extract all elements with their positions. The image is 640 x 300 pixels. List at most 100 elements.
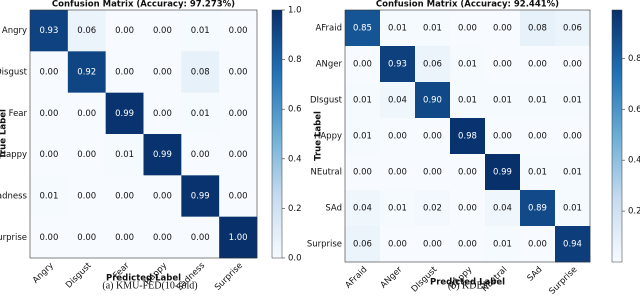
cell-label: 0.89 (528, 204, 547, 214)
cell-label: 0.00 (153, 192, 172, 202)
y-tick-label: HAppy (314, 132, 342, 142)
cell (30, 51, 69, 93)
cell-label: 0.00 (528, 240, 547, 250)
cell (485, 154, 521, 191)
colorbar-tick-label: 0.0 (288, 254, 302, 264)
cell (380, 46, 416, 83)
cell-label: 0.01 (563, 96, 582, 106)
cell (485, 118, 521, 155)
cell-label: 0.00 (115, 68, 134, 78)
cell (67, 134, 106, 176)
chart-title: Confusion Matrix (Accuracy: 97.273%) (52, 0, 235, 10)
y-axis-label: True Label (314, 111, 324, 161)
cell (415, 226, 451, 263)
cell (555, 154, 591, 191)
y-tick-label: Sadness (0, 192, 28, 202)
cell (555, 82, 591, 119)
cell (30, 175, 69, 217)
cell (380, 118, 416, 155)
cell (520, 46, 556, 83)
cell-label: 0.00 (458, 24, 477, 34)
y-tick-label: Angry (2, 26, 27, 36)
x-tick-label: Surprise (547, 265, 579, 296)
cell-label: 0.00 (229, 26, 248, 36)
cell-label: 0.01 (493, 240, 512, 250)
cell-label: 0.99 (191, 192, 210, 202)
cell-label: 0.00 (388, 132, 407, 142)
cell-label: 0.99 (115, 109, 134, 119)
cell-label: 0.00 (563, 60, 582, 70)
cell (219, 10, 258, 52)
cell-label: 0.00 (229, 192, 248, 202)
cell (415, 46, 451, 83)
cell (520, 10, 556, 47)
cell-label: 0.00 (493, 24, 512, 34)
y-tick-label: Surprise (0, 233, 27, 243)
cell-label: 0.00 (153, 109, 172, 119)
cell-label: 0.01 (191, 109, 210, 119)
colorbar-tick-label: 0.4 (288, 154, 302, 164)
cell-label: 0.01 (353, 96, 372, 106)
cell-label: 0.00 (153, 233, 172, 243)
cell-label: 0.85 (353, 24, 372, 34)
cell-label: 0.00 (77, 192, 96, 202)
cell (450, 82, 486, 119)
cell-label: 0.01 (39, 192, 58, 202)
cell (181, 216, 220, 259)
cell (30, 134, 69, 176)
cell-label: 1.00 (229, 233, 248, 243)
y-tick-label: ANger (316, 60, 343, 70)
cell (415, 154, 451, 191)
cell (67, 10, 106, 52)
plot-frame (344, 9, 591, 263)
cell-label: 0.00 (39, 109, 58, 119)
cell (219, 92, 258, 135)
cell (485, 10, 521, 47)
cell (415, 118, 451, 155)
cell (345, 118, 381, 155)
cell (520, 118, 556, 155)
cell (181, 92, 220, 135)
cell (415, 190, 451, 227)
cell-label: 0.01 (423, 24, 442, 34)
cell (219, 216, 258, 259)
cell-label: 0.06 (423, 60, 442, 70)
cell (105, 10, 144, 52)
colorbar-tick-label: 0.8 (628, 54, 640, 64)
cell (219, 51, 258, 93)
cell-label: 0.01 (353, 132, 372, 142)
cell-label: 0.99 (493, 168, 512, 178)
cell-label: 0.99 (153, 150, 172, 160)
cell-label: 0.01 (493, 96, 512, 106)
cell (345, 46, 381, 83)
cell-label: 0.01 (528, 168, 547, 178)
cell-label: 0.00 (115, 192, 134, 202)
cell (485, 226, 521, 263)
cell (415, 10, 451, 47)
cell (181, 134, 220, 176)
cell (67, 92, 106, 135)
cell (380, 82, 416, 119)
cell (181, 51, 220, 93)
cell-label: 0.00 (77, 150, 96, 160)
cell-label: 0.01 (388, 24, 407, 34)
cell (450, 190, 486, 227)
cell (67, 51, 106, 93)
cell-label: 0.00 (229, 109, 248, 119)
cell-label: 0.00 (458, 240, 477, 250)
cell-label: 0.00 (39, 150, 58, 160)
cell-label: 0.00 (191, 233, 210, 243)
cell-label: 0.94 (563, 240, 582, 250)
cell-label: 0.01 (563, 204, 582, 214)
y-tick-label: Surprise (307, 240, 342, 250)
cell-label: 0.98 (458, 132, 477, 142)
cell-label: 0.00 (229, 150, 248, 160)
cell-label: 0.00 (458, 168, 477, 178)
cell-label: 0.00 (115, 26, 134, 36)
cell-label: 0.00 (493, 132, 512, 142)
y-tick-label: Happy (0, 150, 27, 160)
cell-label: 0.00 (191, 150, 210, 160)
caption: (b) KDEF (448, 280, 489, 291)
cell-label: 0.01 (191, 26, 210, 36)
